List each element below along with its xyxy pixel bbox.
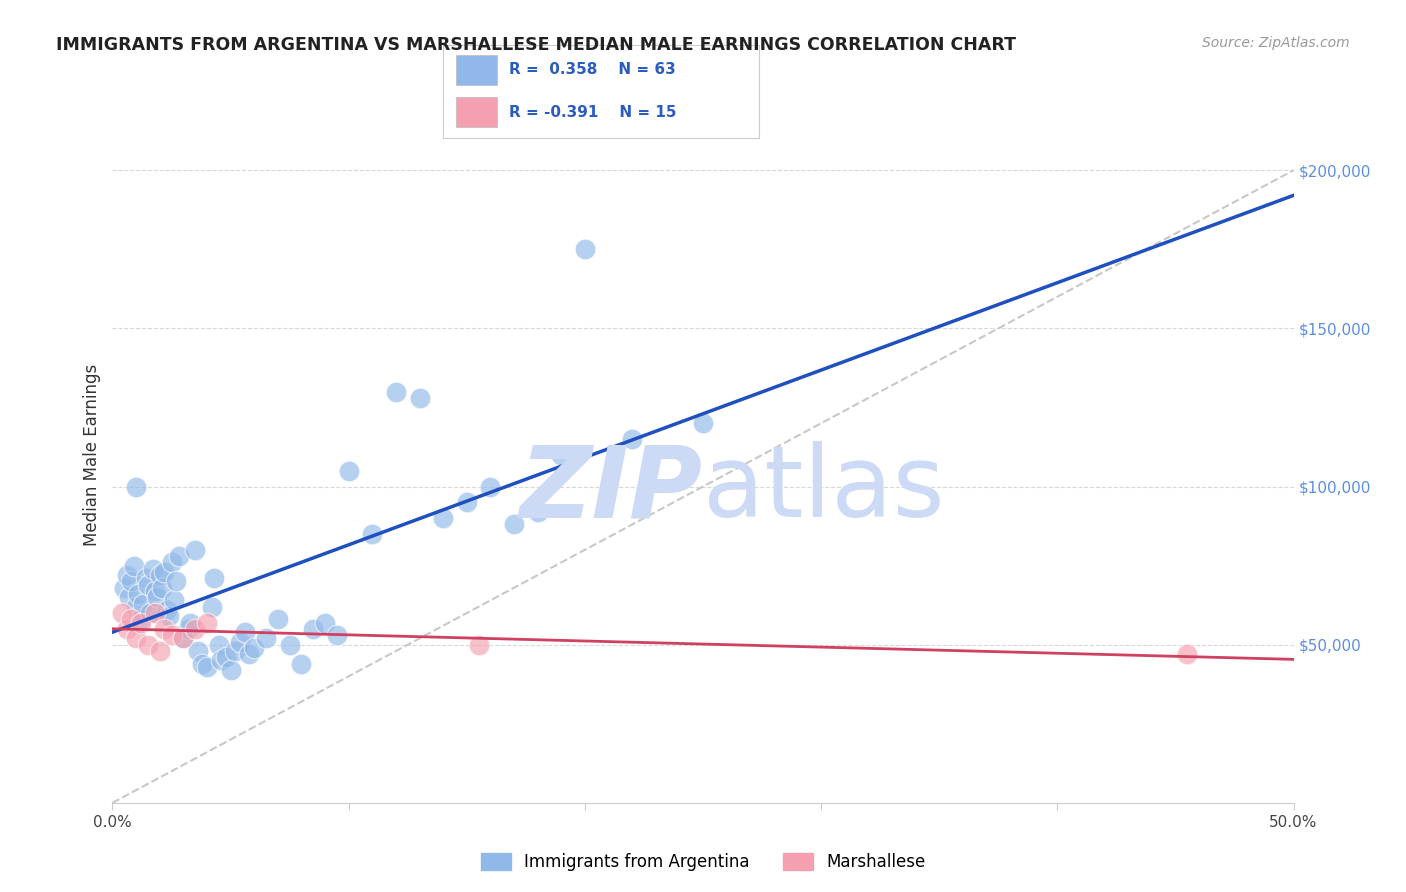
Text: ZIP: ZIP <box>520 442 703 538</box>
Point <box>254 632 277 646</box>
Point <box>129 615 152 630</box>
Point <box>219 663 242 677</box>
Point <box>191 657 214 671</box>
Point <box>120 574 142 589</box>
Text: Source: ZipAtlas.com: Source: ZipAtlas.com <box>1202 36 1350 50</box>
Text: R =  0.358    N = 63: R = 0.358 N = 63 <box>509 62 676 78</box>
Point <box>195 660 218 674</box>
Point <box>621 432 644 446</box>
Point <box>201 599 224 614</box>
Point <box>163 593 186 607</box>
Point <box>550 448 572 462</box>
Point <box>125 599 148 614</box>
Point <box>385 384 408 399</box>
Text: R = -0.391    N = 15: R = -0.391 N = 15 <box>509 104 676 120</box>
Point <box>112 581 135 595</box>
Point <box>467 638 489 652</box>
Point <box>526 505 548 519</box>
Point <box>202 571 225 585</box>
Point <box>233 625 256 640</box>
Point <box>120 612 142 626</box>
Point <box>157 609 180 624</box>
Y-axis label: Median Male Earnings: Median Male Earnings <box>83 364 101 546</box>
Point <box>153 565 176 579</box>
Point <box>149 568 172 582</box>
Point <box>209 653 232 667</box>
Point <box>314 615 336 630</box>
Point <box>432 511 454 525</box>
Point <box>150 581 173 595</box>
Point <box>184 542 207 557</box>
Text: atlas: atlas <box>703 442 945 538</box>
Point <box>1175 647 1198 661</box>
Point <box>337 464 360 478</box>
Point <box>177 622 200 636</box>
Point <box>165 574 187 589</box>
Point <box>122 558 145 573</box>
Point <box>125 632 148 646</box>
Point <box>125 479 148 493</box>
Point <box>111 606 134 620</box>
Point <box>139 606 162 620</box>
Point <box>132 597 155 611</box>
Point <box>143 583 166 598</box>
Point <box>135 571 157 585</box>
Point <box>186 644 208 658</box>
Point <box>146 591 169 605</box>
Point <box>302 622 325 636</box>
Point <box>243 640 266 655</box>
Point <box>127 587 149 601</box>
Point <box>456 495 478 509</box>
Point <box>229 634 252 648</box>
Point <box>408 391 430 405</box>
Point <box>195 615 218 630</box>
Point <box>238 647 260 661</box>
Point <box>574 243 596 257</box>
FancyBboxPatch shape <box>456 55 496 85</box>
Point <box>136 577 159 591</box>
Point <box>136 638 159 652</box>
Point <box>215 650 238 665</box>
Point <box>115 568 138 582</box>
Text: IMMIGRANTS FROM ARGENTINA VS MARSHALLESE MEDIAN MALE EARNINGS CORRELATION CHART: IMMIGRANTS FROM ARGENTINA VS MARSHALLESE… <box>56 36 1017 54</box>
Point <box>208 638 231 652</box>
Point <box>326 628 349 642</box>
Point <box>172 632 194 646</box>
Point <box>118 591 141 605</box>
FancyBboxPatch shape <box>456 97 496 127</box>
Point <box>278 638 301 652</box>
Point <box>153 622 176 636</box>
Point <box>290 657 312 671</box>
Point <box>142 562 165 576</box>
Point <box>361 527 384 541</box>
Point <box>692 417 714 431</box>
Point <box>156 603 179 617</box>
Point <box>160 628 183 642</box>
Point <box>160 556 183 570</box>
Legend: Immigrants from Argentina, Marshallese: Immigrants from Argentina, Marshallese <box>474 847 932 878</box>
Point <box>224 644 246 658</box>
Point <box>503 517 526 532</box>
Point <box>167 549 190 563</box>
Point <box>479 479 502 493</box>
Point <box>149 644 172 658</box>
Point <box>172 632 194 646</box>
Point <box>115 622 138 636</box>
Point <box>129 612 152 626</box>
Point <box>179 615 201 630</box>
Point <box>267 612 290 626</box>
Point <box>143 606 166 620</box>
Point <box>184 622 207 636</box>
